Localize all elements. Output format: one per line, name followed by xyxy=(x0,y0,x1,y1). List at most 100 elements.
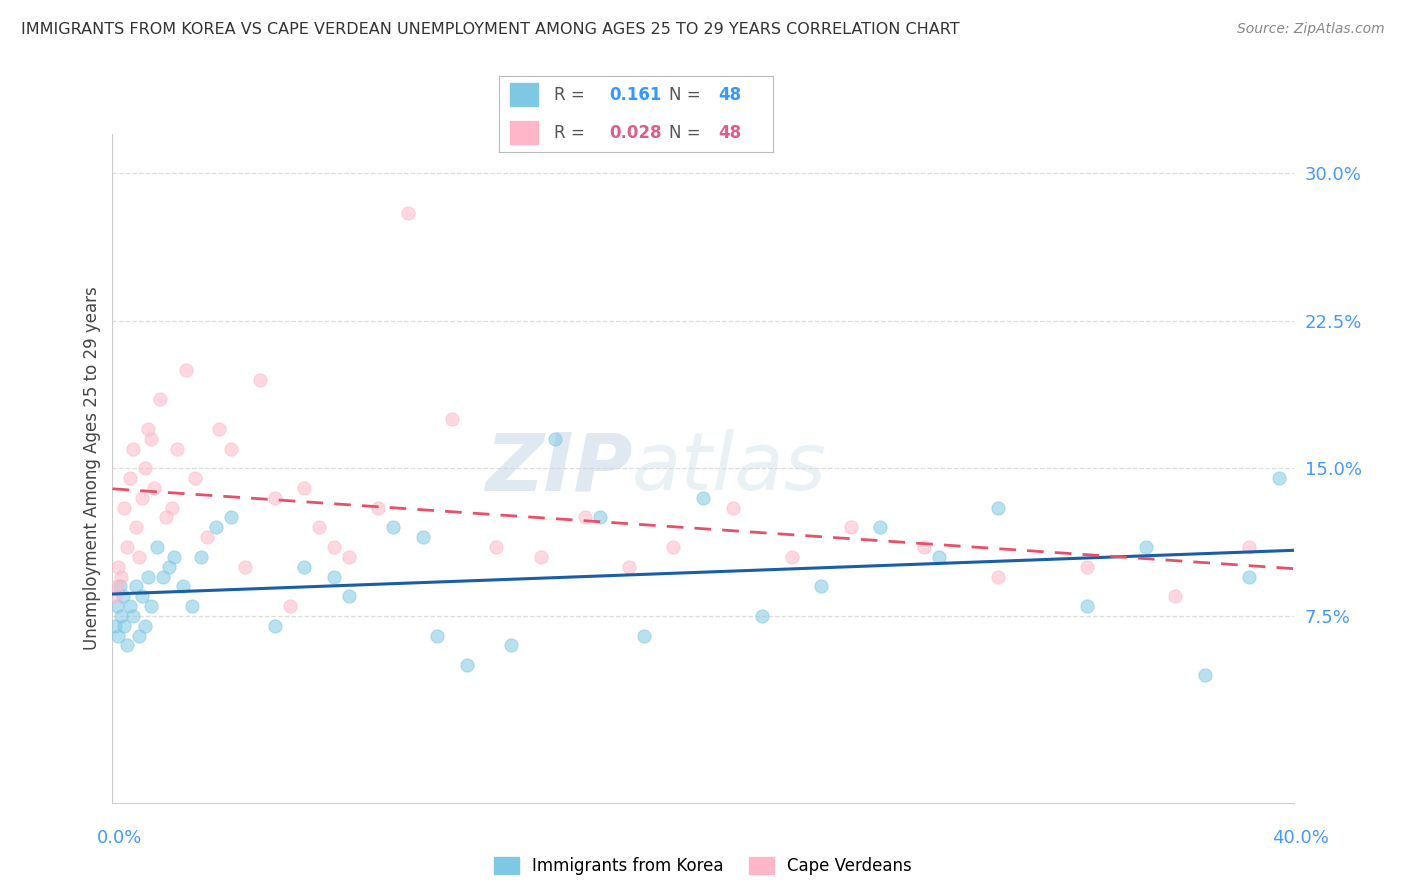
Point xyxy=(323,540,346,554)
Text: 48: 48 xyxy=(718,87,741,104)
Point xyxy=(208,422,231,436)
Point xyxy=(163,549,186,564)
Point xyxy=(131,491,153,505)
Text: N =: N = xyxy=(669,124,700,142)
Point xyxy=(174,363,197,377)
Point xyxy=(111,589,134,603)
Text: 0.0%: 0.0% xyxy=(97,829,142,847)
Point xyxy=(780,549,803,564)
Point xyxy=(1076,599,1098,613)
Point xyxy=(219,442,242,456)
Point xyxy=(264,618,287,632)
Point xyxy=(112,500,135,515)
Point xyxy=(120,471,142,485)
Point xyxy=(412,530,434,544)
Point xyxy=(1076,559,1098,574)
Point xyxy=(869,520,891,534)
Point xyxy=(139,432,162,446)
Point xyxy=(136,569,159,583)
Point xyxy=(166,442,188,456)
Point xyxy=(110,608,132,623)
Point xyxy=(122,442,145,456)
Point xyxy=(441,412,464,426)
Point xyxy=(721,500,744,515)
Point xyxy=(914,540,936,554)
Point xyxy=(1194,668,1216,682)
Point xyxy=(367,500,389,515)
Point xyxy=(152,569,174,583)
Point xyxy=(1239,540,1261,554)
Point xyxy=(1239,569,1261,583)
Point xyxy=(292,559,315,574)
Point xyxy=(110,569,132,583)
Point xyxy=(619,559,641,574)
Point xyxy=(751,608,773,623)
Point xyxy=(292,481,315,495)
Point xyxy=(134,618,156,632)
Point xyxy=(136,422,159,436)
Point xyxy=(692,491,714,505)
Point xyxy=(1268,471,1291,485)
Y-axis label: Unemployment Among Ages 25 to 29 years: Unemployment Among Ages 25 to 29 years xyxy=(83,286,101,650)
Text: 0.028: 0.028 xyxy=(609,124,661,142)
Point xyxy=(1164,589,1187,603)
Point xyxy=(633,628,655,642)
Text: R =: R = xyxy=(554,87,591,104)
Text: atlas: atlas xyxy=(633,429,827,508)
Point xyxy=(172,579,194,593)
Point xyxy=(122,608,145,623)
Point xyxy=(574,510,596,524)
Point xyxy=(184,471,207,485)
Point xyxy=(987,500,1010,515)
Point xyxy=(337,589,360,603)
Point xyxy=(149,392,172,407)
Point xyxy=(117,639,138,653)
Point xyxy=(987,569,1010,583)
Point xyxy=(120,599,142,613)
Point xyxy=(107,628,129,642)
Point xyxy=(501,639,523,653)
Point xyxy=(142,481,165,495)
Legend: Immigrants from Korea, Cape Verdeans: Immigrants from Korea, Cape Verdeans xyxy=(488,850,918,881)
Text: 40.0%: 40.0% xyxy=(1272,829,1329,847)
Point xyxy=(108,579,131,593)
Point xyxy=(128,549,150,564)
Point xyxy=(323,569,346,583)
Point xyxy=(139,599,162,613)
Text: 48: 48 xyxy=(718,124,741,142)
Point xyxy=(456,658,478,673)
Point xyxy=(544,432,567,446)
Point xyxy=(104,589,127,603)
Point xyxy=(219,510,242,524)
Point xyxy=(529,549,551,564)
Text: ZIP: ZIP xyxy=(485,429,633,508)
Point xyxy=(195,530,218,544)
Point xyxy=(233,559,256,574)
Point xyxy=(810,579,832,593)
Point xyxy=(181,599,204,613)
Point xyxy=(107,559,129,574)
Point xyxy=(125,520,148,534)
Text: Source: ZipAtlas.com: Source: ZipAtlas.com xyxy=(1237,22,1385,37)
Text: N =: N = xyxy=(669,87,700,104)
Point xyxy=(205,520,228,534)
Bar xyxy=(510,84,537,106)
Point xyxy=(160,500,183,515)
Point xyxy=(1135,540,1157,554)
Point xyxy=(117,540,138,554)
Point xyxy=(426,628,449,642)
Point xyxy=(662,540,685,554)
Point xyxy=(134,461,156,475)
Text: 0.161: 0.161 xyxy=(609,87,661,104)
Point xyxy=(131,589,153,603)
Point xyxy=(337,549,360,564)
Point xyxy=(105,579,128,593)
Point xyxy=(155,510,177,524)
Point xyxy=(396,205,419,219)
Point xyxy=(112,618,135,632)
Point xyxy=(278,599,301,613)
Point xyxy=(105,599,128,613)
Point xyxy=(928,549,950,564)
Point xyxy=(190,549,212,564)
Point xyxy=(249,373,271,387)
